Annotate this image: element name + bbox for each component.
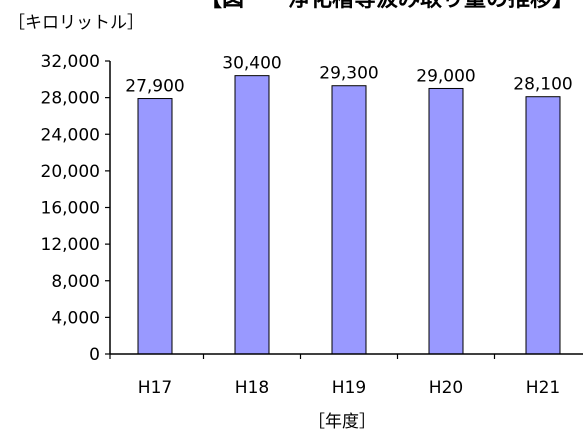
bars-group — [137, 75, 561, 355]
bar-h19 — [331, 85, 367, 355]
x-tick-label: H17 — [138, 378, 172, 398]
y-tick-label: 24,000 — [41, 125, 100, 145]
x-tick-label: H19 — [332, 378, 366, 398]
y-axis-label: ［キロリットル］ — [8, 13, 144, 33]
bar-h20 — [428, 87, 464, 355]
y-tick-label: 12,000 — [41, 235, 100, 255]
axes-group: 0 4,000 8,000 12,000 16,000 20,000 24,000 28,00… — [41, 52, 583, 365]
y-tick-label: 20,000 — [41, 162, 100, 182]
x-axis-label: ［年度］ — [308, 412, 376, 432]
y-tick-label: 32,000 — [41, 52, 100, 72]
y-tick-label: 28,000 — [41, 89, 100, 109]
data-label: 29,000 — [416, 66, 475, 86]
y-tick-label: 16,000 — [41, 199, 100, 219]
x-tick-label: H18 — [235, 378, 269, 398]
x-tick-label: H21 — [526, 378, 560, 398]
data-label: 29,300 — [319, 64, 378, 84]
bar-h18 — [234, 75, 270, 355]
bar-h21 — [525, 96, 561, 355]
bar-h17 — [137, 98, 173, 355]
x-tick-label: H20 — [429, 378, 463, 398]
y-tick-label: 4,000 — [51, 308, 100, 328]
data-label: 30,400 — [222, 54, 281, 74]
y-tick-label: 8,000 — [51, 272, 100, 292]
data-label: 28,100 — [513, 75, 572, 95]
y-tick-label: 0 — [89, 345, 100, 365]
data-label: 27,900 — [125, 77, 184, 97]
chart-title: 【図 浄化槽等汲み取り量の推移】 — [200, 0, 574, 12]
labels-group: H17 27,900 H18 30,400 H19 29,300 H20 29,000 H21 2… — [125, 54, 572, 398]
